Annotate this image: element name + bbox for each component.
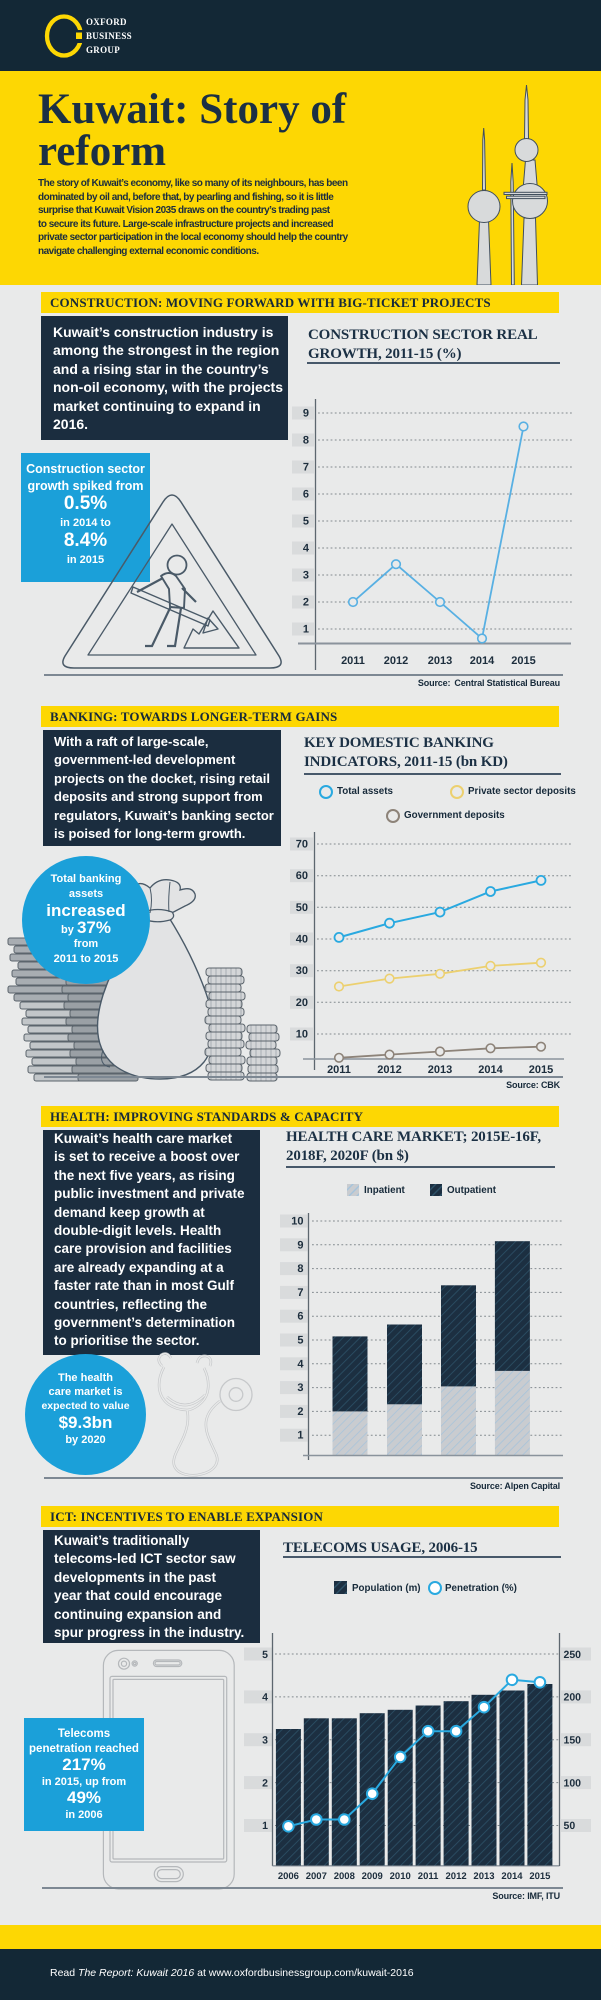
svg-text:2008: 2008: [334, 1871, 355, 1882]
svg-text:2009: 2009: [362, 1871, 383, 1882]
svg-text:1: 1: [297, 1430, 303, 1442]
svg-text:5: 5: [262, 1649, 268, 1661]
svg-text:2012: 2012: [384, 655, 408, 667]
svg-text:2011: 2011: [327, 1064, 351, 1075]
svg-text:2013: 2013: [428, 655, 452, 667]
svg-text:8: 8: [297, 1263, 303, 1275]
svg-text:50: 50: [296, 902, 308, 914]
svg-text:10: 10: [296, 1029, 308, 1041]
svg-text:2010: 2010: [390, 1871, 411, 1882]
svg-text:2015: 2015: [529, 1871, 551, 1882]
svg-text:3: 3: [303, 570, 309, 582]
svg-text:7: 7: [303, 462, 309, 474]
svg-text:70: 70: [296, 839, 308, 851]
svg-text:6: 6: [297, 1311, 303, 1323]
svg-text:30: 30: [296, 965, 308, 977]
svg-text:9: 9: [303, 408, 309, 420]
svg-text:2014: 2014: [470, 655, 495, 667]
svg-text:2012: 2012: [446, 1871, 467, 1882]
svg-text:3: 3: [297, 1382, 303, 1394]
svg-text:2013: 2013: [473, 1871, 494, 1882]
svg-text:40: 40: [296, 934, 308, 946]
svg-text:3: 3: [262, 1735, 268, 1747]
svg-text:5: 5: [303, 516, 309, 528]
svg-text:20: 20: [296, 997, 308, 1009]
svg-text:50: 50: [564, 1820, 576, 1832]
svg-text:2011: 2011: [418, 1871, 439, 1882]
svg-text:1: 1: [303, 624, 309, 636]
svg-text:2: 2: [262, 1777, 268, 1789]
svg-text:2013: 2013: [428, 1064, 452, 1075]
svg-text:4: 4: [297, 1358, 304, 1370]
svg-text:250: 250: [564, 1649, 582, 1661]
svg-text:1: 1: [262, 1820, 268, 1832]
svg-text:2: 2: [303, 597, 309, 609]
svg-text:2014: 2014: [478, 1064, 503, 1075]
svg-text:2: 2: [297, 1406, 303, 1418]
svg-text:5: 5: [297, 1335, 303, 1347]
svg-text:60: 60: [296, 870, 308, 882]
svg-text:4: 4: [262, 1692, 268, 1704]
svg-text:6: 6: [303, 489, 309, 501]
svg-text:100: 100: [564, 1777, 582, 1789]
svg-text:2012: 2012: [377, 1064, 401, 1075]
svg-text:4: 4: [303, 543, 310, 555]
svg-text:200: 200: [564, 1692, 582, 1704]
svg-text:2006: 2006: [278, 1871, 299, 1882]
svg-text:150: 150: [564, 1735, 582, 1747]
svg-text:2007: 2007: [306, 1871, 327, 1882]
svg-text:2011: 2011: [341, 655, 365, 667]
svg-text:10: 10: [291, 1216, 303, 1228]
svg-text:2015: 2015: [529, 1064, 553, 1075]
svg-text:8: 8: [303, 435, 309, 447]
svg-text:7: 7: [297, 1287, 303, 1299]
svg-text:2015: 2015: [511, 655, 535, 667]
svg-text:2014: 2014: [501, 1871, 523, 1882]
svg-text:9: 9: [297, 1239, 303, 1251]
